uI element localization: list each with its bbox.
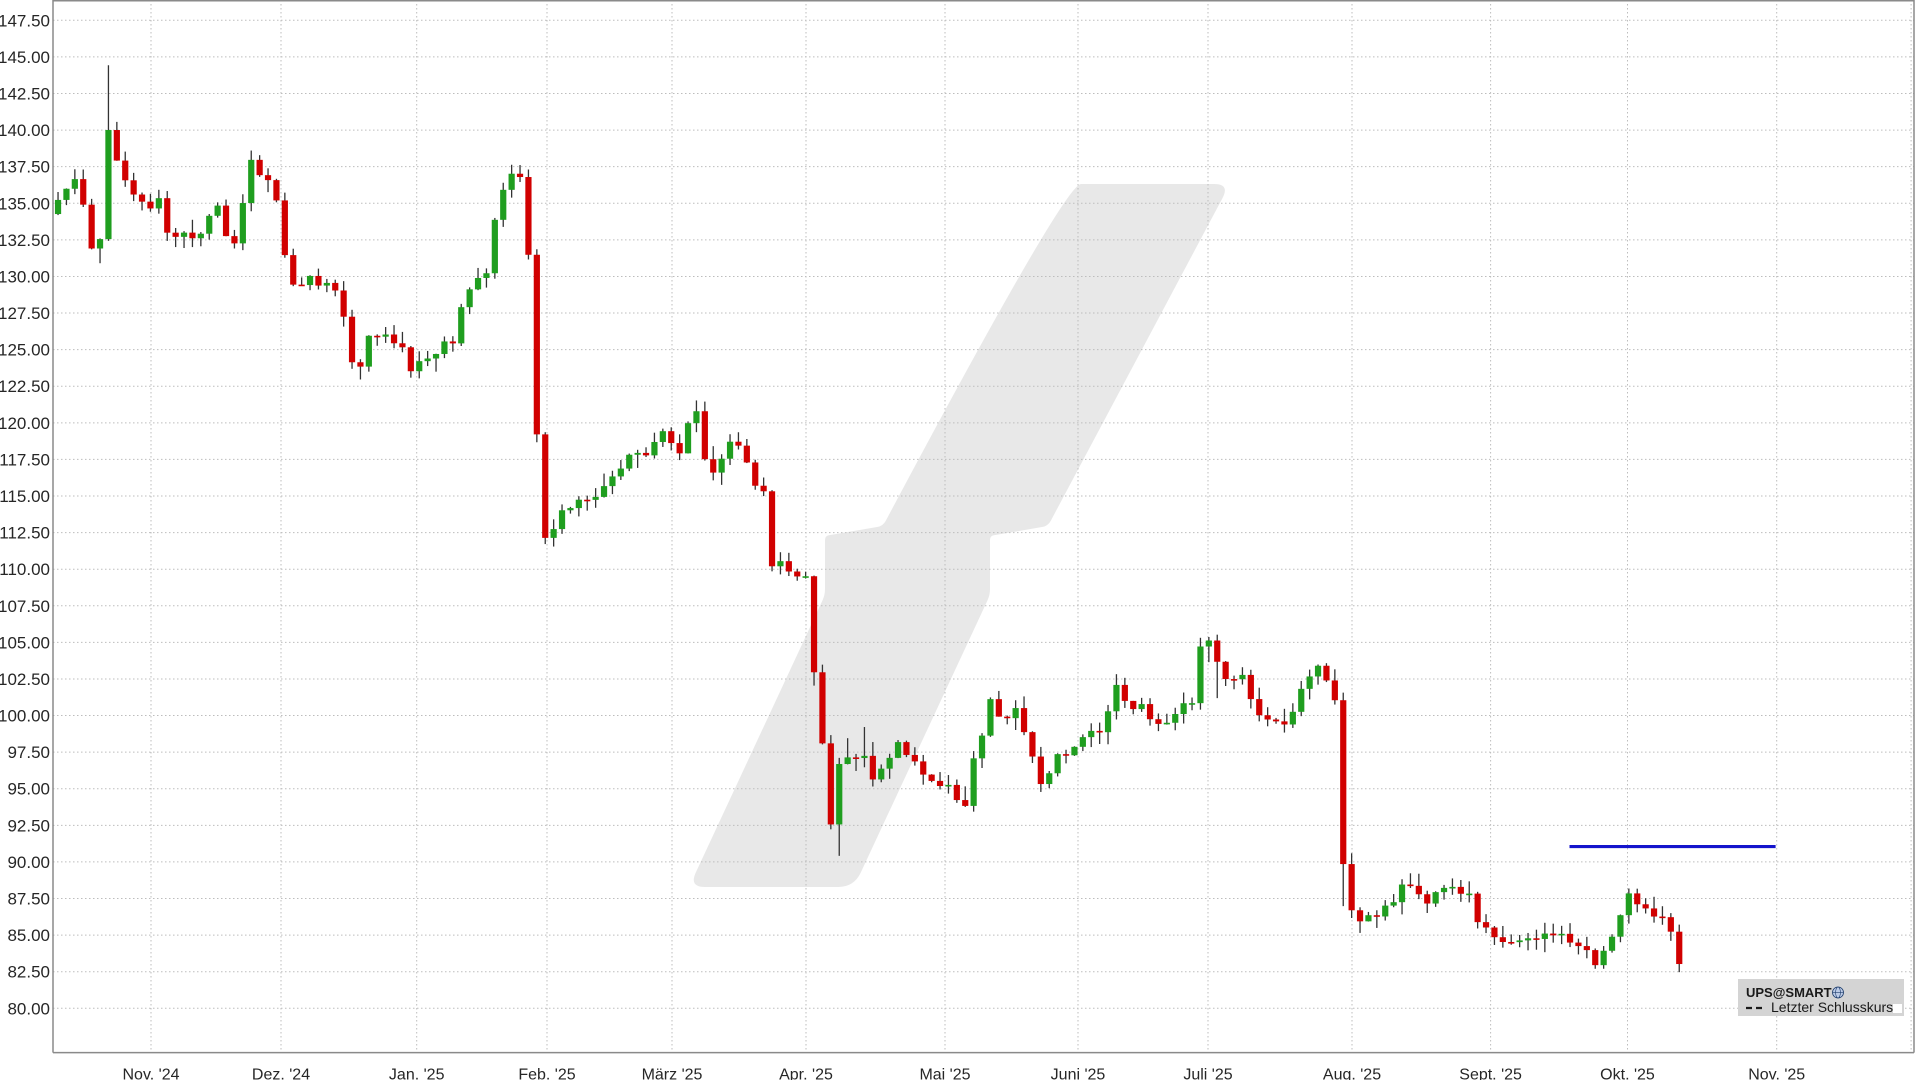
svg-text:Nov. '25: Nov. '25 <box>1748 1067 1805 1080</box>
svg-text:Mai '25: Mai '25 <box>919 1067 970 1080</box>
svg-text:Okt. '25: Okt. '25 <box>1600 1067 1655 1080</box>
svg-text:97.50: 97.50 <box>7 743 50 762</box>
svg-text:120.00: 120.00 <box>0 414 50 433</box>
svg-text:100.00: 100.00 <box>0 707 50 726</box>
svg-text:Dez. '24: Dez. '24 <box>252 1067 310 1080</box>
svg-text:130.00: 130.00 <box>0 267 50 286</box>
svg-text:112.50: 112.50 <box>0 524 50 543</box>
svg-text:102.50: 102.50 <box>0 670 50 689</box>
svg-text:92.50: 92.50 <box>7 816 50 835</box>
svg-text:Sept. '25: Sept. '25 <box>1459 1067 1522 1080</box>
svg-text:Juni '25: Juni '25 <box>1051 1067 1106 1080</box>
svg-text:82.50: 82.50 <box>7 963 50 982</box>
svg-text:135.00: 135.00 <box>0 194 50 213</box>
svg-text:122.50: 122.50 <box>0 377 50 396</box>
svg-text:145.00: 145.00 <box>0 48 50 67</box>
svg-text:Letzter Schlusskurs: Letzter Schlusskurs <box>1771 999 1893 1015</box>
svg-text:Apr. '25: Apr. '25 <box>779 1067 833 1080</box>
svg-text:März '25: März '25 <box>642 1067 703 1080</box>
svg-text:110.00: 110.00 <box>0 560 50 579</box>
svg-text:107.50: 107.50 <box>0 597 50 616</box>
svg-text:115.00: 115.00 <box>0 487 50 506</box>
svg-text:137.50: 137.50 <box>0 158 50 177</box>
svg-text:142.50: 142.50 <box>0 84 50 103</box>
svg-text:117.50: 117.50 <box>0 450 50 469</box>
svg-text:UPS@SMART: UPS@SMART <box>1746 985 1832 1000</box>
svg-text:Nov. '24: Nov. '24 <box>122 1067 179 1080</box>
svg-text:127.50: 127.50 <box>0 304 50 323</box>
svg-text:90.00: 90.00 <box>7 853 50 872</box>
svg-text:132.50: 132.50 <box>0 231 50 250</box>
svg-text:Jan. '25: Jan. '25 <box>389 1067 445 1080</box>
svg-text:105.00: 105.00 <box>0 633 50 652</box>
svg-text:87.50: 87.50 <box>7 890 50 909</box>
svg-text:125.00: 125.00 <box>0 341 50 360</box>
svg-text:Aug. '25: Aug. '25 <box>1323 1067 1381 1080</box>
svg-text:140.00: 140.00 <box>0 121 50 140</box>
svg-text:85.00: 85.00 <box>7 926 50 945</box>
svg-text:147.50: 147.50 <box>0 11 50 30</box>
svg-text:80.00: 80.00 <box>7 999 50 1018</box>
svg-text:95.00: 95.00 <box>7 780 50 799</box>
svg-text:Feb. '25: Feb. '25 <box>518 1067 575 1080</box>
svg-text:Juli '25: Juli '25 <box>1183 1067 1232 1080</box>
